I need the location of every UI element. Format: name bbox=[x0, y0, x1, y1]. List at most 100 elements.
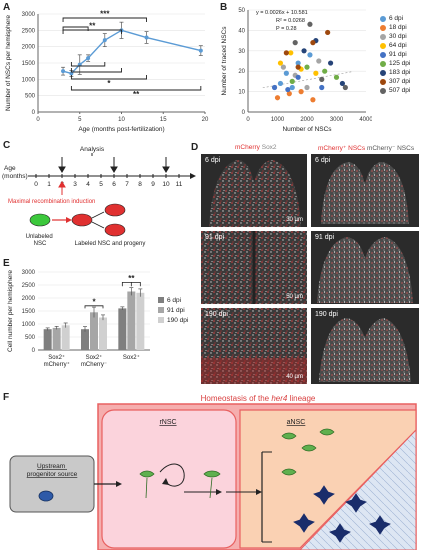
y-axis-label: Number of NSCs per hemisphere bbox=[5, 15, 12, 111]
scatter-point bbox=[289, 78, 295, 84]
ansc-label: aNSC bbox=[287, 419, 306, 426]
x-tick-label: 0 bbox=[36, 117, 40, 123]
panel-letter-e: E bbox=[3, 258, 10, 269]
bar bbox=[81, 329, 89, 350]
scatter-point bbox=[310, 40, 316, 46]
legend-label: 64 dpi bbox=[389, 42, 407, 49]
scatter-point bbox=[325, 29, 331, 36]
timeline-tick-label: 6 bbox=[112, 181, 116, 188]
y-tick-label: 2500 bbox=[22, 28, 36, 34]
y-tick-label: 0 bbox=[242, 110, 246, 116]
sig-bracket-top-2-label: *** bbox=[100, 10, 110, 19]
legend-item: 18 dpi bbox=[380, 23, 420, 32]
bar bbox=[90, 312, 98, 350]
x-tick-label: 2000 bbox=[300, 117, 314, 123]
timeline-tick-label: 5 bbox=[99, 181, 103, 188]
legend-item: 30 dpi bbox=[380, 32, 420, 41]
progenitor-cell bbox=[38, 490, 54, 502]
legend-label: 6 dpi bbox=[389, 15, 404, 22]
legend-label: 6 dpi bbox=[167, 297, 181, 304]
y-tick-label: 40 bbox=[238, 28, 245, 34]
chart-b-legend: 6 dpi 18 dpi 30 dpi 64 dpi 91 dpi 125 dpi 183 … bbox=[380, 14, 420, 95]
x-tick-label: 20 bbox=[202, 117, 209, 123]
sig-bracket-top-3 bbox=[62, 26, 89, 31]
panel-letter-a: A bbox=[3, 2, 11, 13]
scatter-point bbox=[342, 84, 348, 91]
timeline-tick-label: 8 bbox=[138, 181, 142, 188]
legend-swatch bbox=[158, 307, 164, 313]
legend-item: 307 dpi bbox=[380, 77, 420, 86]
scatter-point bbox=[274, 95, 281, 101]
scatter-point bbox=[301, 48, 307, 54]
scatter-point bbox=[295, 60, 301, 66]
scatter-point bbox=[307, 52, 313, 58]
legend-label: 30 dpi bbox=[389, 33, 407, 40]
x-tick-label: 3000 bbox=[330, 117, 344, 123]
legend-label: 307 dpi bbox=[389, 78, 411, 85]
sig-bracket-bottom-4-label: ** bbox=[133, 90, 140, 99]
legend-label: 125 dpi bbox=[389, 60, 411, 67]
x-tick-label: 15 bbox=[160, 117, 167, 123]
x-axis-label: Age (months post-fertilization) bbox=[78, 126, 164, 133]
y-tick-label: 500 bbox=[25, 335, 36, 341]
scatter-point bbox=[328, 60, 334, 66]
d-row1-scale: 30 µm bbox=[286, 217, 303, 223]
legend-swatch bbox=[380, 60, 386, 67]
sig-bracket-top-1-label: ** bbox=[89, 22, 96, 31]
panel-d-header-right: mCherry⁺ NSCs mCherry⁻ NSCs bbox=[318, 144, 414, 152]
scatter-point bbox=[310, 97, 316, 103]
legend-swatch bbox=[380, 24, 386, 31]
data-point bbox=[144, 35, 149, 40]
sig-label-e-2: ** bbox=[128, 274, 135, 283]
legend-swatch bbox=[380, 78, 386, 85]
homeostasis-title: Homeostasis of the her4 lineage bbox=[201, 394, 316, 403]
ansc-cell bbox=[203, 470, 221, 499]
category-label: mCherry⁺ bbox=[44, 361, 70, 368]
scatter-point bbox=[280, 64, 286, 70]
scatter-point bbox=[295, 64, 301, 70]
scatter-point bbox=[316, 58, 322, 64]
scatter-point bbox=[283, 50, 289, 56]
micrograph-d-6dpi-left: 6 dpi 30 µm bbox=[201, 154, 307, 227]
upstream-line1: Upstream bbox=[37, 463, 65, 470]
micrograph-d-190dpi-left: 190 dpi 40 µm bbox=[201, 308, 307, 384]
micrograph-d-91dpi-left: 91 dpi 50 µm bbox=[201, 231, 307, 304]
panel-letter-f: F bbox=[3, 392, 10, 403]
sig-bracket-bottom-3-label: * bbox=[107, 79, 111, 88]
sig-bracket-e-1 bbox=[84, 305, 104, 309]
regression-p: P = 0.28 bbox=[276, 26, 297, 32]
d-row2-scale: 50 µm bbox=[286, 294, 303, 300]
legend-label: 183 dpi bbox=[389, 69, 411, 76]
sig-bracket-bottom-1 bbox=[70, 62, 106, 67]
scatter-point bbox=[319, 84, 325, 91]
chart-e: 0 500 1000 1500 2000 2500 3000 Cell number per … bbox=[7, 270, 188, 368]
y-axis-label: Cell number per hemisphere bbox=[7, 270, 14, 352]
scatter-point bbox=[277, 80, 284, 87]
scatter-point bbox=[295, 74, 301, 80]
legend-label: 18 dpi bbox=[389, 24, 407, 31]
scatter-point bbox=[288, 50, 294, 56]
age-label-line2: (months) bbox=[2, 173, 28, 180]
self-renewal-arrow bbox=[159, 463, 185, 487]
regression-equation: y = 0.0026x + 10.581 bbox=[256, 10, 308, 16]
data-point bbox=[86, 56, 91, 61]
sig-bracket-e-2 bbox=[121, 282, 141, 287]
legend-swatch bbox=[380, 87, 386, 94]
bar bbox=[61, 325, 70, 350]
d-row1-label-right: 6 dpi bbox=[315, 157, 331, 164]
legend-swatch bbox=[158, 297, 164, 303]
timeline-tick-label: 9 bbox=[151, 181, 155, 188]
unlabeled-nsc-cell bbox=[29, 213, 51, 227]
scatter-point bbox=[271, 84, 278, 91]
timeline-diagram: Age (months) 01234567891011 Analysis Max… bbox=[2, 146, 196, 247]
scatter-point bbox=[289, 84, 295, 91]
category-label: Sox2⁺ bbox=[86, 354, 103, 361]
legend-item: 64 dpi bbox=[380, 41, 420, 50]
d-row2-label-left: 91 dpi bbox=[205, 234, 225, 241]
y-tick-label: 2000 bbox=[22, 296, 36, 302]
bar bbox=[99, 317, 107, 350]
panel-d-header-left: mCherry Sox2 bbox=[235, 144, 277, 151]
bar bbox=[118, 308, 127, 350]
scatter-point bbox=[285, 86, 291, 93]
labeled-progeny-cell bbox=[104, 203, 126, 217]
